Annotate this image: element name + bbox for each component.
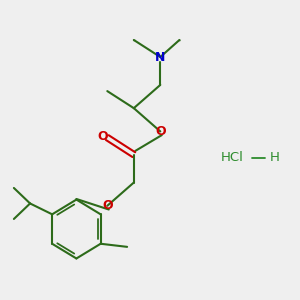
Text: HCl: HCl [221, 151, 244, 164]
Text: O: O [155, 125, 166, 138]
Text: H: H [270, 151, 280, 164]
Text: O: O [98, 130, 108, 142]
Text: N: N [155, 50, 166, 64]
Text: O: O [102, 199, 112, 212]
